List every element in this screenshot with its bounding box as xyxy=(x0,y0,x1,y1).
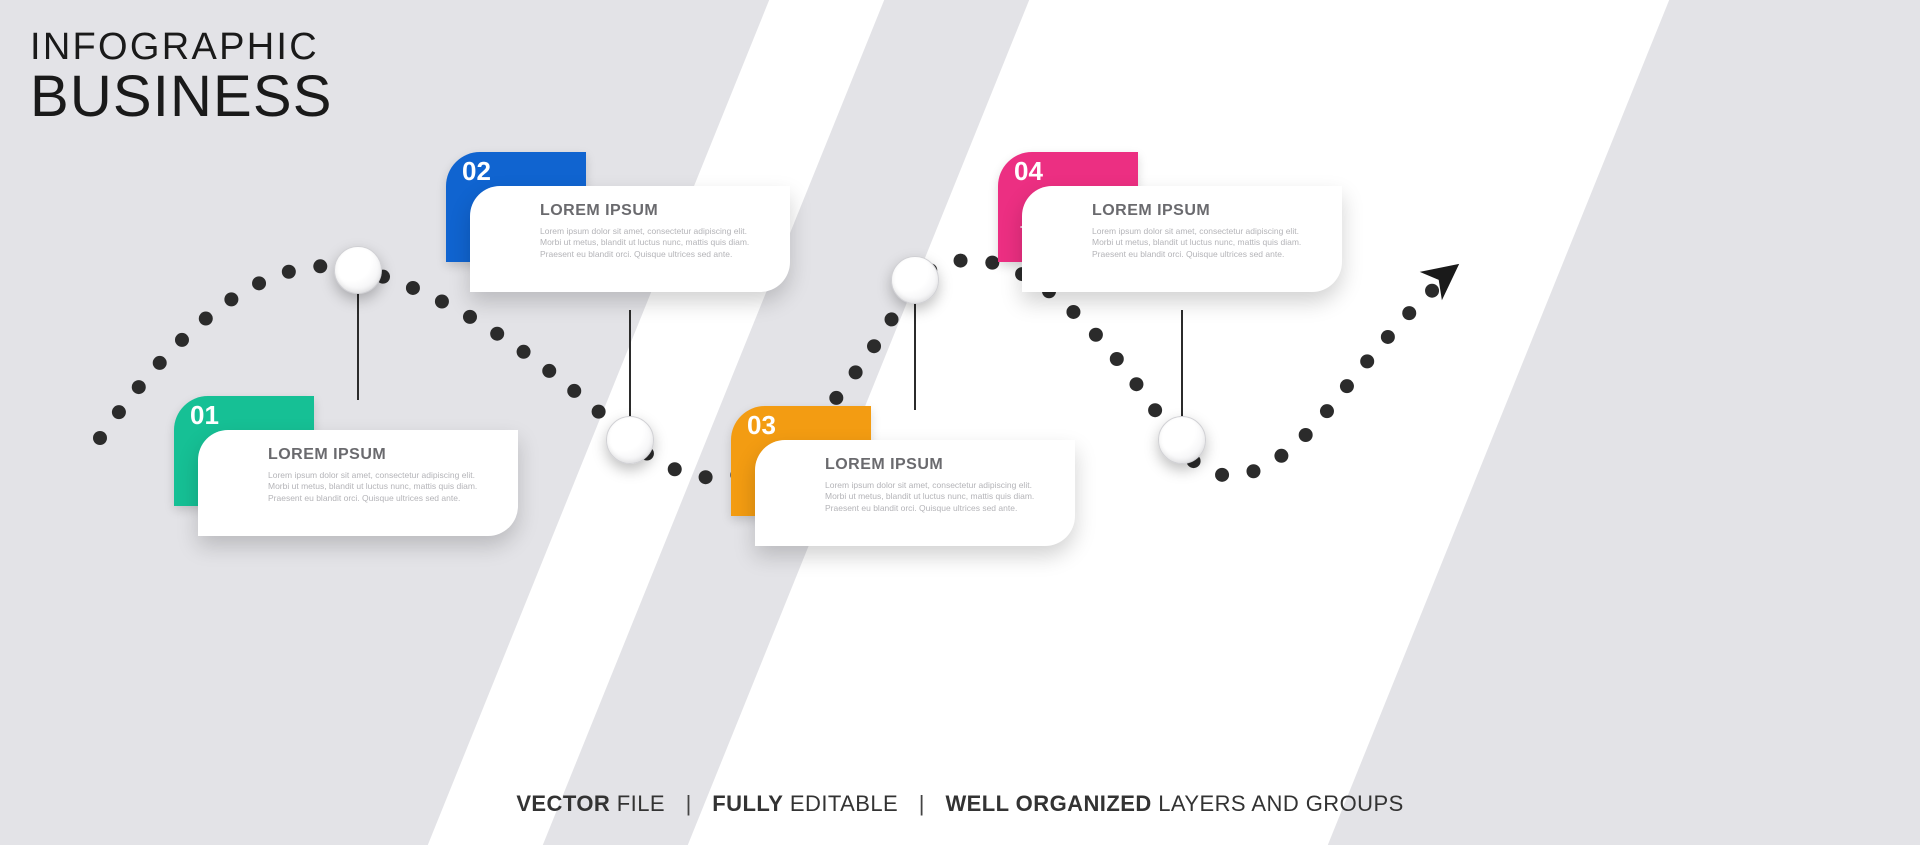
step-card-2: 02LOREM IPSUMLorem ipsum dolor sit amet,… xyxy=(470,186,790,306)
step-text-3: Lorem ipsum dolor sit amet, consectetur … xyxy=(825,480,1055,514)
step-title-4: LOREM IPSUM xyxy=(1092,202,1322,220)
step-body-4: LOREM IPSUM Lorem ipsum dolor sit amet, c… xyxy=(1022,186,1342,292)
infographic-stage: INFOGRAPHIC BUSINESS 01LOREM IPSUMLorem … xyxy=(0,0,1920,845)
step-card-1: 01LOREM IPSUMLorem ipsum dolor sit amet,… xyxy=(198,430,518,550)
timeline-node-1 xyxy=(334,246,382,294)
step-card-4: 04LOREM IPSUMLorem ipsum dolor sit amet,… xyxy=(1022,186,1342,306)
timeline-node-2 xyxy=(606,416,654,464)
step-number-4: 04 xyxy=(1014,158,1043,184)
step-card-3: 03LOREM IPSUMLorem ipsum dolor sit amet,… xyxy=(755,440,1075,560)
step-title-2: LOREM IPSUM xyxy=(540,202,770,220)
step-number-2: 02 xyxy=(462,158,491,184)
page-title: INFOGRAPHIC BUSINESS xyxy=(30,28,333,126)
footer-seg-3: WELL ORGANIZED LAYERS AND GROUPS xyxy=(945,791,1403,816)
timeline-node-4 xyxy=(1158,416,1206,464)
step-body-3: LOREM IPSUM Lorem ipsum dolor sit amet, c… xyxy=(755,440,1075,546)
step-number-3: 03 xyxy=(747,412,776,438)
step-text-1: Lorem ipsum dolor sit amet, consectetur … xyxy=(268,470,498,504)
step-text-2: Lorem ipsum dolor sit amet, consectetur … xyxy=(540,226,770,260)
footer-caption: VECTOR FILE | FULLY EDITABLE | WELL ORGA… xyxy=(0,791,1920,817)
step-body-2: LOREM IPSUM Lorem ipsum dolor sit amet, c… xyxy=(470,186,790,292)
step-title-1: LOREM IPSUM xyxy=(268,446,498,464)
step-text-4: Lorem ipsum dolor sit amet, consectetur … xyxy=(1092,226,1322,260)
step-body-1: LOREM IPSUM Lorem ipsum dolor sit amet, c… xyxy=(198,430,518,536)
step-number-1: 01 xyxy=(190,402,219,428)
footer-sep-1: | xyxy=(686,791,692,817)
footer-seg-1: VECTOR FILE xyxy=(516,791,665,816)
title-line-2: BUSINESS xyxy=(30,67,333,126)
step-title-3: LOREM IPSUM xyxy=(825,456,1055,474)
footer-seg-2: FULLY EDITABLE xyxy=(712,791,898,816)
footer-sep-2: | xyxy=(919,791,925,817)
timeline-node-3 xyxy=(891,256,939,304)
title-line-1: INFOGRAPHIC xyxy=(30,28,333,67)
